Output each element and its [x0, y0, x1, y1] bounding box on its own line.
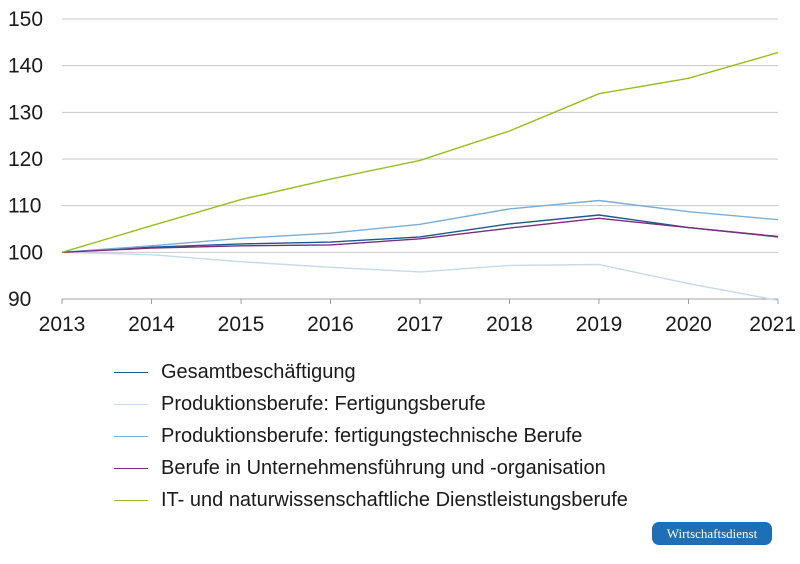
- x-tick-label: 2019: [576, 313, 623, 336]
- series-line-5: [61, 51, 779, 253]
- y-tick-label: 140: [8, 55, 43, 78]
- y-tick-label: 100: [8, 241, 43, 264]
- y-tick-label: 120: [8, 148, 43, 171]
- legend-swatch: [114, 403, 148, 405]
- y-axis-tick-labels: 90 100 110 120 130 140 150: [8, 8, 43, 311]
- series-line-3: [61, 199, 779, 253]
- legend-label: IT- und naturwissenschaftliche Dienstlei…: [161, 489, 628, 511]
- legend-swatch: [114, 499, 148, 501]
- legend-item: Produktionsberufe: Fertigungsberufe: [114, 388, 628, 420]
- x-tick-label: 2014: [128, 313, 175, 336]
- legend-swatch: [114, 435, 148, 437]
- grid-lines: [62, 18, 778, 253]
- legend-item: Berufe in Unternehmensführung und -organ…: [114, 452, 628, 484]
- legend: Gesamtbeschäftigung Produktionsberufe: F…: [114, 356, 628, 516]
- x-tick-label: 2021: [749, 313, 796, 336]
- series-lines: [61, 51, 779, 302]
- series-line-2: [61, 251, 779, 302]
- legend-label: Produktionsberufe: fertigungstechnische …: [161, 425, 583, 447]
- x-tick-label: 2016: [307, 313, 354, 336]
- legend-item: Produktionsberufe: fertigungstechnische …: [114, 420, 628, 452]
- x-tick-label: 2018: [486, 313, 533, 336]
- legend-label: Berufe in Unternehmensführung und -organ…: [161, 457, 606, 479]
- legend-swatch: [114, 467, 148, 469]
- legend-item: Gesamtbeschäftigung: [114, 356, 628, 388]
- legend-label: Produktionsberufe: Fertigungsberufe: [161, 393, 486, 415]
- publisher-badge: Wirtschaftsdienst: [652, 522, 772, 545]
- x-tick-label: 2020: [665, 313, 712, 336]
- legend-item: IT- und naturwissenschaftliche Dienstlei…: [114, 484, 628, 516]
- series-line-1: [61, 214, 779, 253]
- series-line-4: [61, 217, 779, 253]
- x-tick-label: 2013: [39, 313, 86, 336]
- x-tick-label: 2017: [397, 313, 444, 336]
- x-tick-label: 2015: [218, 313, 265, 336]
- x-axis: 2013 2014 2015 2016 2017 2018 2019 2020 2021: [39, 298, 796, 336]
- y-tick-label: 110: [8, 195, 41, 218]
- y-tick-label: 90: [8, 288, 31, 311]
- y-tick-label: 150: [8, 8, 43, 31]
- legend-label: Gesamtbeschäftigung: [161, 361, 356, 383]
- legend-swatch: [114, 371, 148, 373]
- y-tick-label: 130: [8, 101, 43, 124]
